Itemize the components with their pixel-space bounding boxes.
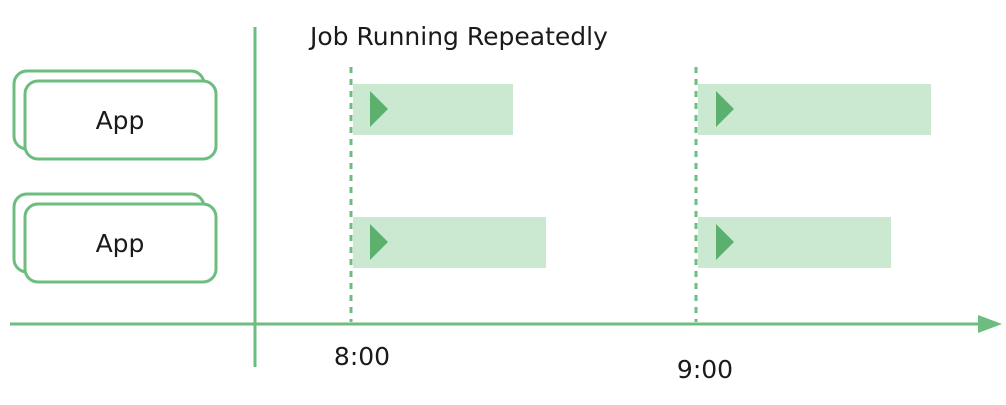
app-box-front [23,202,218,284]
app-label: App [96,106,145,135]
app-box-2: App [12,192,218,284]
time-label-0800: 8:00 [334,342,390,371]
play-triangle-icon [716,91,734,127]
play-triangle-icon [370,224,388,260]
diagram-title: Job Running Repeatedly [308,22,608,51]
app-label: App [96,229,145,258]
time-label-0900: 9:00 [677,355,733,384]
play-triangle-icon [370,91,388,127]
play-triangle-icon [716,224,734,260]
app-box-front [23,79,218,161]
arrow-right-icon [978,315,1002,333]
app-box-1: App [12,69,218,161]
run-bar-app1-0900 [698,84,931,135]
